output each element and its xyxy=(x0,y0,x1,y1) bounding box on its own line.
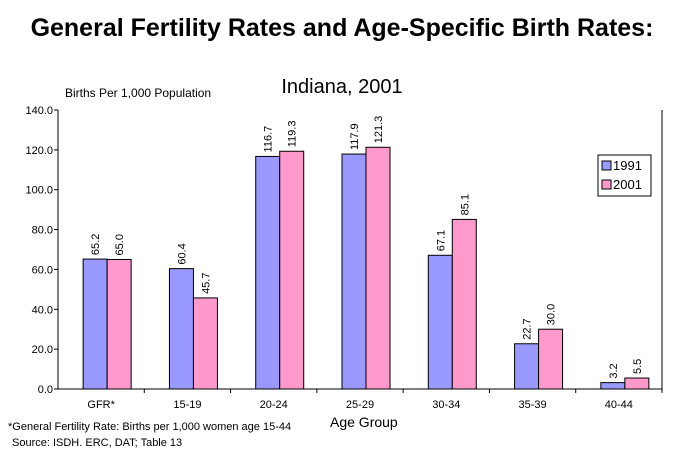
data-label: 60.4 xyxy=(176,243,188,264)
y-tick-label: 140.0 xyxy=(25,105,53,117)
bar-1991 xyxy=(255,155,281,390)
chart-subtitle: Indiana, 2001 xyxy=(281,76,403,98)
bar-1991 xyxy=(600,382,626,390)
y-tick-label: 0.0 xyxy=(38,384,53,396)
y-tick-label: 60.0 xyxy=(32,264,53,276)
legend-swatch-2001 xyxy=(601,179,612,190)
x-tick-label: 35-39 xyxy=(519,399,547,411)
chart-title: General Fertility Rates and Age-Specific… xyxy=(30,14,654,42)
data-label: 67.1 xyxy=(435,230,447,251)
legend-label: 1991 xyxy=(613,158,642,173)
data-label: 85.1 xyxy=(459,194,471,215)
data-label: 65.2 xyxy=(90,234,102,255)
footnote-gfr: *General Fertility Rate: Births per 1,00… xyxy=(8,421,292,433)
data-label: 22.7 xyxy=(522,318,534,339)
x-tick-label: 30-34 xyxy=(432,399,460,411)
legend-label: 2001 xyxy=(613,177,642,192)
data-label: 121.3 xyxy=(373,116,385,144)
x-tick-label: 15-19 xyxy=(173,399,201,411)
y-tick-label: 120.0 xyxy=(25,145,53,157)
bar-2001 xyxy=(451,218,477,390)
x-tick-label: 25-29 xyxy=(346,399,374,411)
y-axis-label: Births Per 1,000 Population xyxy=(65,86,212,100)
x-axis-label: Age Group xyxy=(330,414,398,430)
bar-2001 xyxy=(365,146,391,390)
bar-1991 xyxy=(168,268,194,390)
bar-2001 xyxy=(192,297,218,390)
bar-2001 xyxy=(279,150,305,390)
y-tick-label: 20.0 xyxy=(32,344,53,356)
data-label: 117.9 xyxy=(349,123,361,150)
data-label: 30.0 xyxy=(546,304,558,325)
data-label: 119.3 xyxy=(287,121,299,148)
legend-swatch-1991 xyxy=(601,160,612,171)
data-label: 3.2 xyxy=(608,363,620,378)
x-tick-label: GFR* xyxy=(87,399,115,411)
data-label: 5.5 xyxy=(632,359,644,374)
bar-1991 xyxy=(514,343,540,390)
bar-1991 xyxy=(341,153,367,390)
data-label: 116.7 xyxy=(263,126,275,153)
y-tick-label: 40.0 xyxy=(32,304,53,316)
bar-2001 xyxy=(538,328,564,390)
bar-1991 xyxy=(427,254,453,390)
footnote-source: Source: ISDH. ERC, DAT; Table 13 xyxy=(12,437,183,449)
bar-2001 xyxy=(624,377,650,390)
bar-2001 xyxy=(106,258,132,390)
data-label: 45.7 xyxy=(200,273,212,294)
bar-1991 xyxy=(82,258,108,390)
y-tick-label: 100.0 xyxy=(25,185,53,197)
x-tick-label: 40-44 xyxy=(605,399,633,411)
data-label: 65.0 xyxy=(114,234,126,255)
y-tick-label: 80.0 xyxy=(32,225,53,237)
x-tick-label: 20-24 xyxy=(260,399,288,411)
